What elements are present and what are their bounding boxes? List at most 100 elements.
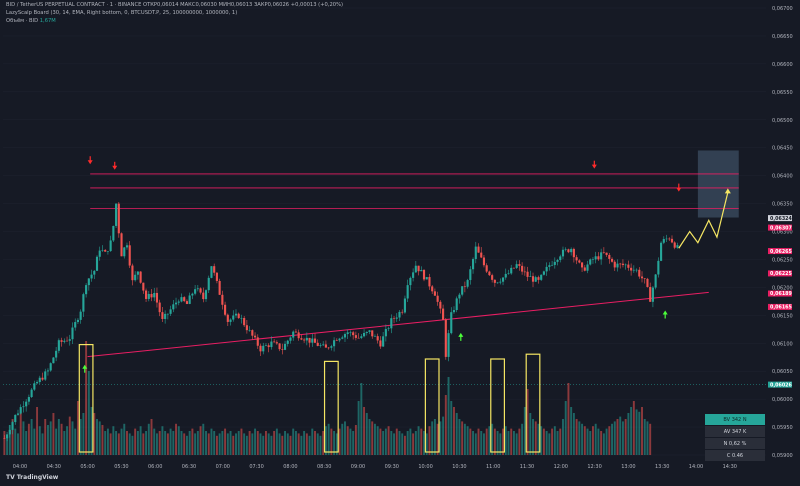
volume-bar bbox=[183, 433, 186, 455]
candle-body bbox=[431, 286, 434, 292]
tradingview-logo[interactable]: TV TradingView bbox=[6, 474, 58, 481]
x-tick-label: 14:00 bbox=[689, 464, 703, 470]
candle-body bbox=[308, 337, 311, 343]
candle-body bbox=[561, 249, 565, 257]
candle-body bbox=[409, 277, 412, 286]
volume-bar bbox=[545, 431, 548, 455]
volume-bar bbox=[540, 426, 543, 455]
candle-body bbox=[46, 370, 50, 372]
candle-body bbox=[485, 265, 488, 272]
sell-arrow-head bbox=[87, 160, 93, 165]
candle-body bbox=[382, 336, 385, 347]
volume-bar bbox=[352, 431, 355, 455]
price-tag bbox=[768, 248, 792, 255]
candle-body bbox=[36, 382, 39, 384]
volume-bar bbox=[387, 426, 390, 455]
candle-body bbox=[169, 309, 172, 314]
candle-body bbox=[545, 266, 548, 272]
sell-arrow-head bbox=[591, 164, 597, 169]
indicator-legend[interactable]: LazyScalp Board (30, 14, EMA, Right bott… bbox=[6, 10, 238, 16]
volume-bar bbox=[300, 435, 303, 455]
volume-bar bbox=[463, 423, 466, 455]
candle-body bbox=[215, 272, 218, 281]
volume-bar bbox=[316, 433, 319, 455]
candle-body bbox=[19, 407, 22, 414]
volume-bar bbox=[6, 437, 9, 455]
candle-body bbox=[518, 264, 521, 266]
x-tick-label: 06:00 bbox=[148, 464, 162, 470]
volume-bar bbox=[414, 431, 417, 455]
volume-bar bbox=[297, 433, 300, 455]
candle-body bbox=[44, 371, 47, 380]
candle-body bbox=[589, 259, 592, 265]
candle-body bbox=[515, 264, 518, 268]
x-tick-label: 04:00 bbox=[13, 464, 27, 470]
candle-body bbox=[597, 256, 600, 260]
candle-body bbox=[591, 259, 595, 260]
y-tick-label: 0,06200 bbox=[772, 285, 793, 291]
candle-body bbox=[330, 346, 333, 348]
candle-body bbox=[177, 301, 180, 303]
volume-bar bbox=[444, 395, 447, 455]
volume-bar bbox=[229, 431, 232, 455]
volume-bar bbox=[19, 413, 22, 455]
volume-bar bbox=[483, 433, 485, 455]
volume-bar bbox=[523, 407, 526, 455]
volume-legend[interactable]: Объём · BID 1,67M bbox=[6, 18, 56, 24]
candle-body bbox=[136, 271, 139, 275]
volume-bar bbox=[112, 426, 115, 455]
candle-body bbox=[444, 319, 447, 357]
volume-bar bbox=[412, 433, 415, 455]
volume-bar bbox=[600, 431, 603, 455]
symbol-info-line[interactable]: BID / TetherUS PERPETUAL CONTRACT · 1 · … bbox=[6, 2, 344, 8]
candle-body bbox=[221, 294, 224, 305]
x-tick-label: 05:00 bbox=[80, 464, 94, 470]
candle-body bbox=[346, 332, 349, 335]
candle-body bbox=[646, 278, 649, 287]
candle-body bbox=[333, 340, 336, 347]
candle-body bbox=[640, 276, 644, 279]
candle-body bbox=[322, 344, 325, 346]
volume-bar bbox=[406, 431, 409, 455]
candle-body bbox=[65, 340, 69, 342]
volume-bar bbox=[164, 431, 167, 455]
volume-bar bbox=[27, 423, 30, 455]
volume-bar bbox=[371, 421, 374, 455]
volume-bar bbox=[548, 433, 551, 455]
candle-body bbox=[343, 334, 347, 338]
volume-bar bbox=[49, 421, 52, 455]
candle-body bbox=[123, 247, 126, 257]
candle-body bbox=[22, 406, 25, 408]
volume-bar bbox=[275, 428, 278, 455]
volume-bar bbox=[215, 435, 218, 455]
x-axis[interactable]: 04:00 04:30 05:00 05:30 06:00 06:30 07:00 07:30… bbox=[13, 464, 737, 470]
volume-bar bbox=[147, 423, 150, 455]
volume-bar bbox=[616, 419, 619, 455]
volume-bar bbox=[344, 421, 346, 455]
target-zone-layer bbox=[3, 7, 766, 456]
volume-bar bbox=[207, 433, 210, 455]
candle-body bbox=[406, 285, 409, 299]
volume-bar bbox=[398, 431, 401, 455]
candles-layer bbox=[3, 201, 679, 442]
volume-bar bbox=[286, 433, 289, 455]
volume-bar bbox=[259, 433, 262, 455]
volume-bar bbox=[52, 413, 55, 455]
volume-bar bbox=[420, 428, 423, 455]
tradingview-logo-icon: TV bbox=[6, 474, 15, 481]
candle-body bbox=[112, 225, 115, 241]
y-axis[interactable]: 0,06700 0,06650 0,06600 0,06550 0,06500 0,064… bbox=[768, 6, 793, 459]
volume-spike-box bbox=[525, 353, 541, 453]
volume-bar bbox=[602, 433, 605, 455]
volume-bar bbox=[139, 426, 142, 455]
volume-bar bbox=[30, 419, 33, 455]
volume-bar bbox=[79, 419, 82, 455]
candle-body bbox=[352, 332, 355, 336]
candle-body bbox=[226, 314, 229, 322]
price-tag-label: 0,06324 bbox=[770, 216, 793, 222]
candle-body bbox=[450, 312, 453, 334]
candle-body bbox=[213, 266, 216, 273]
candle-body bbox=[501, 277, 505, 282]
volume-bar bbox=[643, 419, 646, 455]
